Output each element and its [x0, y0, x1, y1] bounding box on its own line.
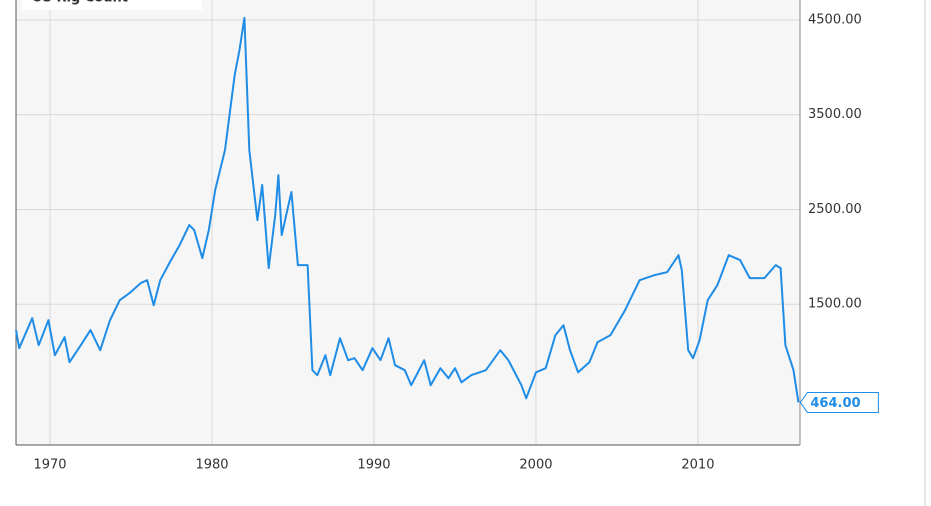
chart-title: US Rig Count: [32, 0, 128, 6]
x-tick-label: 1970: [33, 458, 66, 473]
x-tick-label: 2000: [519, 458, 552, 473]
y-tick-label: 3500.00: [808, 107, 862, 122]
y-tick-label: 1500.00: [808, 297, 862, 312]
plot-area: [16, 0, 800, 445]
x-tick-label: 2010: [681, 458, 714, 473]
value-label: 464.00: [810, 396, 860, 411]
y-tick-label: 2500.00: [808, 202, 862, 217]
y-tick-label: 4500.00: [808, 12, 862, 27]
x-tick-label: 1980: [195, 458, 228, 473]
x-tick-label: 1990: [357, 458, 390, 473]
line: [15, 16, 800, 403]
value-label-box: [799, 391, 879, 413]
title-box: [22, 0, 202, 10]
